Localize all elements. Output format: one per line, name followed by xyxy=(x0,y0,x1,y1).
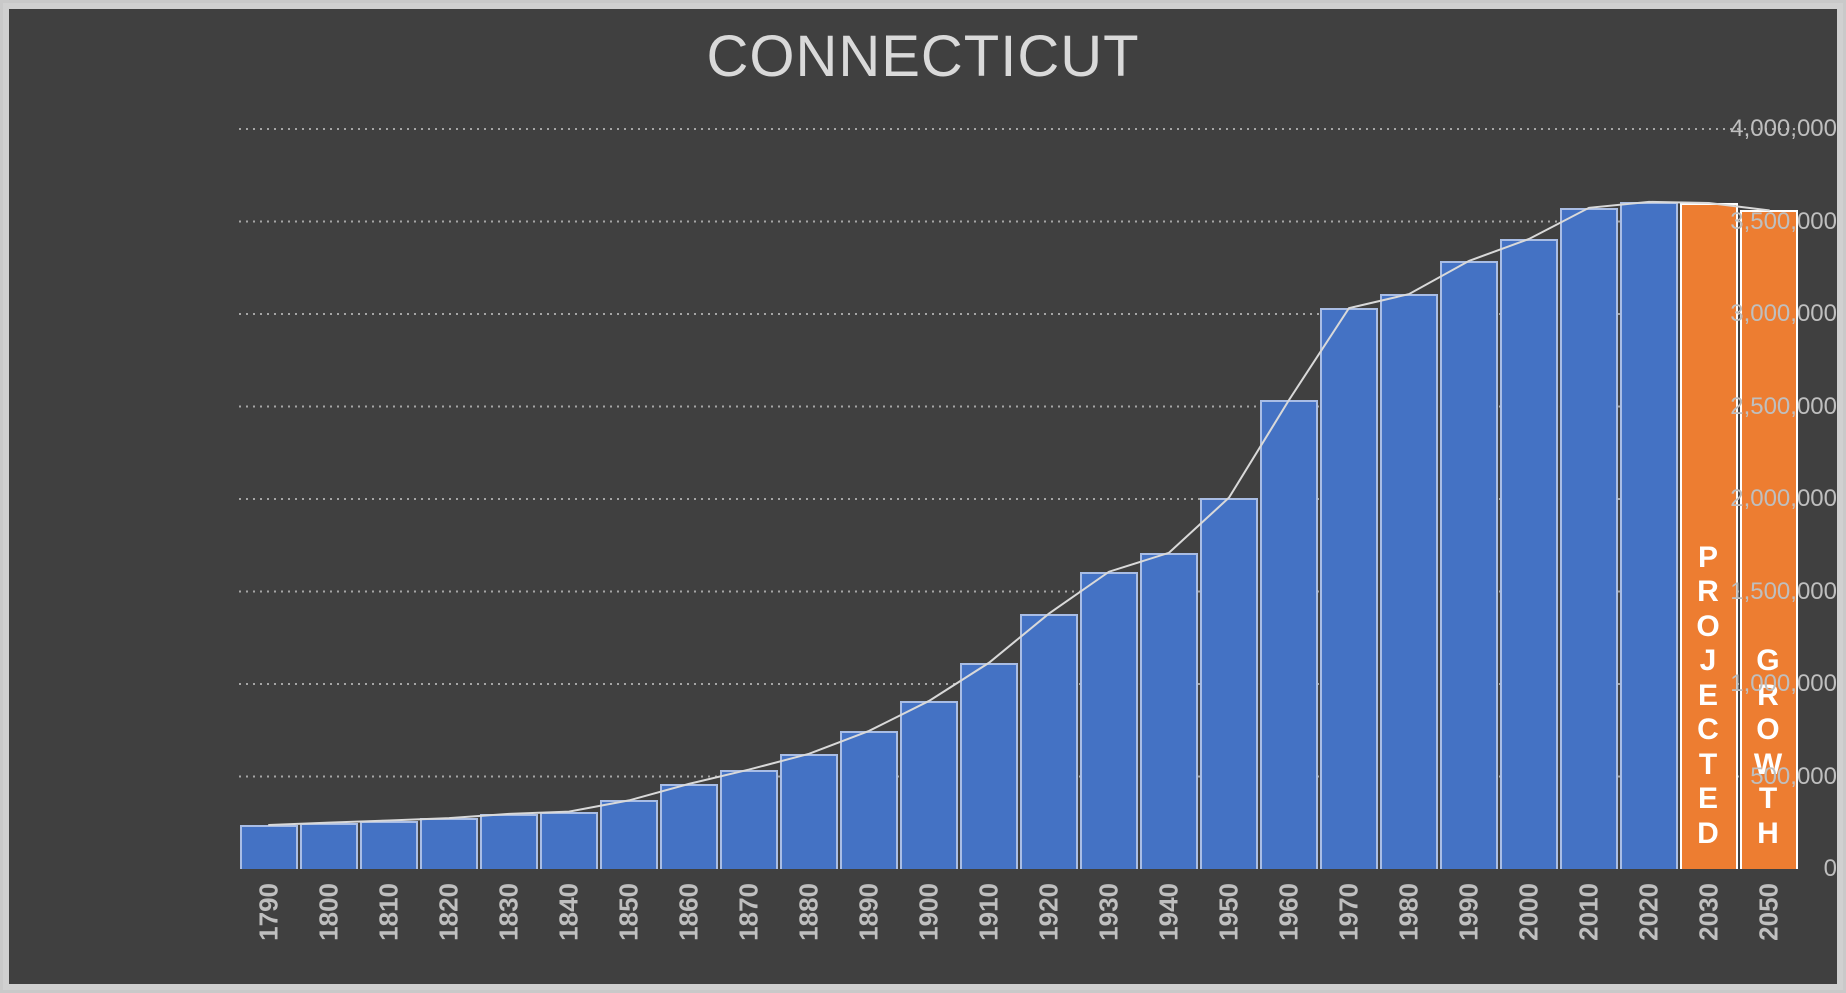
x-tick-label: 2050 xyxy=(1754,883,1785,941)
bar xyxy=(240,825,298,869)
x-tick-label: 1870 xyxy=(734,883,765,941)
bar xyxy=(960,663,1018,869)
x-tick-label: 1880 xyxy=(794,883,825,941)
y-tick-label: 4,000,000 xyxy=(1625,115,1837,143)
bar xyxy=(840,731,898,869)
x-tick-label: 1910 xyxy=(974,883,1005,941)
bar xyxy=(900,701,958,869)
chart-outer-frame: CONNECTICUT PROJECTEDGROWTH 0 500,000 1,00… xyxy=(0,0,1846,993)
x-tick-label: 1810 xyxy=(374,883,405,941)
bar xyxy=(1260,400,1318,869)
x-tick-label: 1960 xyxy=(1274,883,1305,941)
x-tick-label: 1900 xyxy=(914,883,945,941)
x-tick-label: 1990 xyxy=(1454,883,1485,941)
x-tick-label: 1890 xyxy=(854,883,885,941)
y-tick-label: 3,000,000 xyxy=(1625,300,1837,328)
x-tick-label: 2000 xyxy=(1514,883,1545,941)
x-tick-label: 1790 xyxy=(254,883,285,941)
bar xyxy=(1380,294,1438,869)
x-tick-label: 1860 xyxy=(674,883,705,941)
bar xyxy=(1200,498,1258,869)
x-tick-label: 1830 xyxy=(494,883,525,941)
y-tick-label: 3,500,000 xyxy=(1625,208,1837,236)
x-tick-label: 1940 xyxy=(1154,883,1185,941)
bar xyxy=(1560,208,1618,869)
x-tick-label: 1820 xyxy=(434,883,465,941)
bars-container: PROJECTEDGROWTH xyxy=(239,129,1799,869)
x-tick-label: 1920 xyxy=(1034,883,1065,941)
bar xyxy=(1140,553,1198,869)
x-tick-label: 1800 xyxy=(314,883,345,941)
bar xyxy=(480,814,538,869)
y-tick-label: 2,500,000 xyxy=(1625,393,1837,421)
bar xyxy=(360,821,418,869)
x-tick-label: 1850 xyxy=(614,883,645,941)
bar xyxy=(1500,239,1558,869)
chart-panel: CONNECTICUT PROJECTEDGROWTH 0 500,000 1,00… xyxy=(9,9,1837,984)
x-tick-label: 2030 xyxy=(1694,883,1725,941)
x-tick-label: 1840 xyxy=(554,883,585,941)
y-tick-label: 500,000 xyxy=(1625,763,1837,791)
x-tick-label: 1970 xyxy=(1334,883,1365,941)
bar xyxy=(1440,261,1498,869)
x-tick-label: 1980 xyxy=(1394,883,1425,941)
bar xyxy=(420,818,478,869)
bar xyxy=(1020,614,1078,869)
plot-area: PROJECTEDGROWTH xyxy=(239,129,1799,869)
y-tick-label: 2,000,000 xyxy=(1625,485,1837,513)
chart-title: CONNECTICUT xyxy=(9,23,1837,90)
bar xyxy=(1080,572,1138,869)
bar xyxy=(720,770,778,869)
bar xyxy=(300,823,358,869)
bar xyxy=(540,812,598,869)
bar xyxy=(1320,308,1378,869)
y-tick-label: 0 xyxy=(1625,855,1837,883)
bar xyxy=(660,784,718,869)
x-tick-label: 1950 xyxy=(1214,883,1245,941)
bar xyxy=(600,800,658,869)
x-tick-label: 1930 xyxy=(1094,883,1125,941)
bar xyxy=(780,754,838,869)
x-tick-label: 2020 xyxy=(1634,883,1665,941)
y-tick-label: 1,500,000 xyxy=(1625,578,1837,606)
x-tick-label: 2010 xyxy=(1574,883,1605,941)
y-tick-label: 1,000,000 xyxy=(1625,670,1837,698)
